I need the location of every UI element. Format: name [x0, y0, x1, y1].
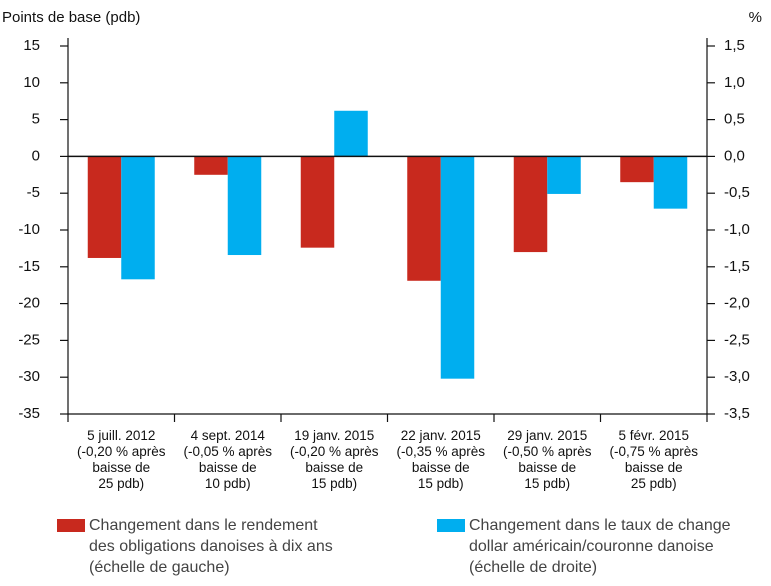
y-tick-label: -5 — [27, 184, 40, 201]
bar — [653, 156, 688, 209]
y2-tick-label: -1,5 — [724, 258, 750, 275]
y2-axis-label: % — [749, 9, 762, 26]
bar — [547, 156, 581, 194]
y-tick-label: 10 — [23, 74, 40, 91]
legend-swatch — [57, 519, 85, 532]
x-tick-label: 19 janv. 2015 (-0,20 % après baisse de 1… — [289, 428, 379, 491]
y2-tick-label: -1,0 — [724, 221, 750, 238]
y-tick-label: 0 — [32, 147, 40, 164]
bar — [194, 156, 228, 175]
legend-swatch — [437, 519, 465, 532]
y2-tick-label: -3,0 — [724, 368, 750, 385]
y2-tick-label: 0,0 — [724, 147, 745, 164]
y-tick-label: 5 — [32, 111, 40, 128]
bar — [227, 156, 262, 256]
x-tick-label: 4 sept. 2014 (-0,05 % après baisse de 10… — [183, 428, 273, 491]
y-tick-label: -10 — [18, 221, 40, 238]
y2-tick-label: -3,5 — [724, 405, 750, 422]
y2-tick-label: 1,0 — [724, 74, 745, 91]
y2-tick-label: -2,0 — [724, 295, 750, 312]
bar — [513, 156, 548, 253]
y-tick-label: -20 — [18, 295, 40, 312]
y2-tick-label: 0,5 — [724, 111, 745, 128]
y-tick-label: 15 — [23, 37, 40, 54]
x-tick-label: 29 janv. 2015 (-0,50 % après baisse de 1… — [502, 428, 592, 491]
y-tick-label: -30 — [18, 368, 40, 385]
y2-tick-label: -2,5 — [724, 331, 750, 348]
bar — [300, 156, 335, 248]
legend-label: Changement dans le rendement des obligat… — [89, 517, 333, 576]
y-axis-label: Points de base (pdb) — [2, 9, 140, 26]
x-tick-label: 22 janv. 2015 (-0,35 % après baisse de 1… — [396, 428, 486, 491]
y-tick-label: -35 — [18, 405, 40, 422]
y-tick-label: -25 — [18, 331, 40, 348]
bar — [87, 156, 122, 258]
y2-tick-label: -0,5 — [724, 184, 750, 201]
x-tick-label: 5 juill. 2012 (-0,20 % après baisse de 2… — [76, 428, 166, 491]
y-tick-label: -15 — [18, 258, 40, 275]
x-tick-label: 5 févr. 2015 (-0,75 % après baisse de 25… — [609, 428, 699, 491]
bar — [620, 156, 654, 183]
bar — [440, 156, 475, 379]
bar — [334, 110, 368, 157]
bar — [407, 156, 441, 281]
legend-label: Changement dans le taux de change dollar… — [469, 517, 731, 576]
y2-tick-label: 1,5 — [724, 37, 745, 54]
bar — [121, 156, 155, 280]
